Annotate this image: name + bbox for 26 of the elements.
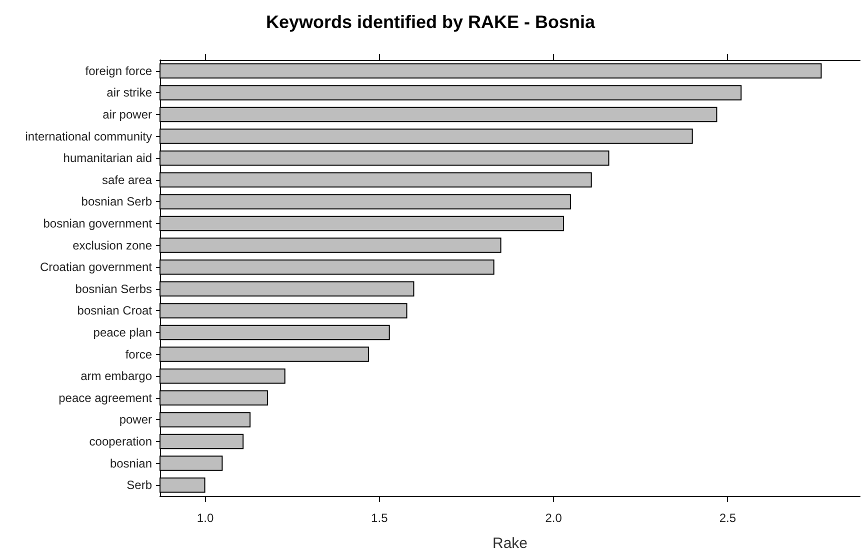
x-tick-label: 1.5: [371, 511, 388, 525]
y-tick-label: bosnian Croat: [77, 304, 153, 318]
y-tick-label: peace agreement: [58, 390, 153, 405]
y-tick-label: air strike: [106, 86, 152, 100]
x-tick-label: 1.0: [196, 511, 214, 525]
y-tick-label: force: [125, 347, 152, 362]
y-tick-label: arm embargo: [80, 369, 152, 384]
x-axis-title: Rake: [492, 535, 528, 552]
chart-title: Keywords identified by RAKE - Bosnia: [266, 12, 596, 32]
y-tick-label: bosnian Serb: [81, 194, 152, 209]
y-tick-label: air power: [102, 108, 152, 122]
y-tick-label: safe area: [102, 172, 152, 187]
y-tick-label: international community: [25, 129, 152, 144]
y-tick-label: bosnian: [110, 456, 152, 470]
y-tick-label: peace plan: [93, 326, 152, 340]
y-tick-label: exclusion zone: [72, 238, 152, 252]
y-tick-label: cooperation: [89, 434, 152, 448]
y-tick-label: humanitarian aid: [63, 151, 152, 166]
x-tick-label: 2.5: [719, 511, 736, 525]
y-tick-label: bosnian government: [43, 216, 153, 230]
y-tick-label: foreign force: [85, 64, 152, 78]
y-tick-label: power: [119, 412, 152, 427]
y-tick-label: bosnian Serbs: [75, 282, 152, 296]
y-tick-label: Serb: [126, 478, 152, 492]
x-tick-label: 2.0: [545, 511, 562, 525]
y-tick-label: Croatian government: [40, 260, 153, 274]
